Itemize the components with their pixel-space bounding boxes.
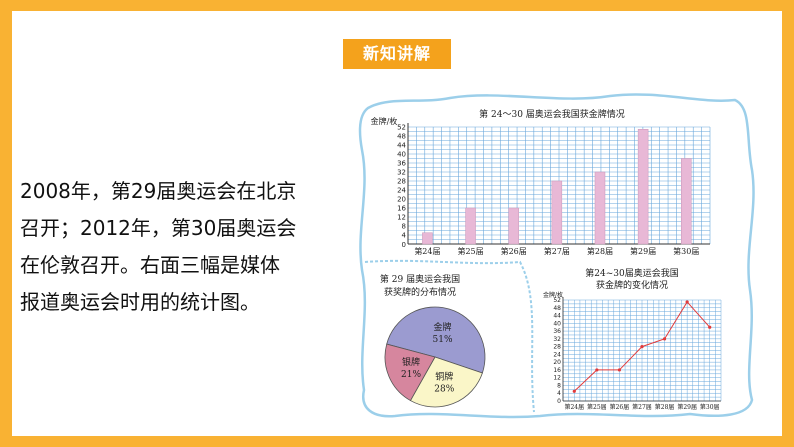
line-point xyxy=(685,300,689,304)
bar-ytick-label: 24 xyxy=(397,187,406,195)
bar-category-label: 第29届 xyxy=(630,246,656,256)
body-line: 在伦敦召开。右面三幅是媒体 xyxy=(20,253,280,277)
body-line: 召开；2012年，第30届奥运会 xyxy=(20,216,297,240)
line-title-line-2: 获金牌的变化情况 xyxy=(596,279,668,291)
line-category-label: 第29届 xyxy=(677,403,697,411)
line-ytick-label: 32 xyxy=(553,336,561,343)
pie-slice-name: 银牌 xyxy=(402,356,420,368)
bar-ytick-label: 40 xyxy=(397,151,406,159)
bar-category-label: 第25届 xyxy=(457,246,483,256)
pie-slice xyxy=(409,356,483,408)
bar xyxy=(422,232,433,245)
pie-slices xyxy=(384,306,486,408)
line-category-label: 第24届 xyxy=(564,403,584,411)
bar-ytick-label: 36 xyxy=(397,160,406,168)
line-ytick-label: 40 xyxy=(553,320,561,327)
line-point xyxy=(640,345,644,349)
line-category-label: 第25届 xyxy=(587,403,607,411)
section-badge: 新知讲解 xyxy=(343,39,451,69)
line-ytick-label: 36 xyxy=(553,328,561,335)
body-text: 2008年，第29届奥运会在北京 召开；2012年，第30届奥运会 在伦敦召开。… xyxy=(20,173,342,321)
bar-ytick-label: 28 xyxy=(397,178,406,186)
pie-slice-name: 铜牌 xyxy=(435,370,453,382)
bar-bars xyxy=(422,129,692,245)
line-ytick-label: 24 xyxy=(553,351,561,358)
line-ytick-label: 44 xyxy=(553,313,561,320)
pie-labels: 金牌 51% 铜牌 28% 银牌 21% xyxy=(401,321,455,394)
pie-title-line-2: 获奖牌的分布情况 xyxy=(384,286,456,298)
line-chart: 第24~30届奥运会我国 获金牌的变化情况 金牌/枚 0481216202428… xyxy=(543,267,722,411)
bar-ytick-label: 48 xyxy=(397,133,406,141)
bar-ytick-label: 32 xyxy=(397,169,406,177)
line-grid xyxy=(562,297,722,402)
bar-ytick-label: 12 xyxy=(397,214,406,222)
line-category-label: 第30届 xyxy=(700,403,720,411)
pie-chart: 第 29 届奥运会我国 获奖牌的分布情况 金牌 51% 铜牌 28% 银牌 21% xyxy=(380,273,486,408)
bar-category-label: 第28届 xyxy=(587,246,613,256)
line-point xyxy=(617,368,622,372)
bar xyxy=(551,180,563,245)
bar-ytick-label: 20 xyxy=(397,196,406,204)
bar-ytick-label: 44 xyxy=(397,142,406,150)
line-ytick-label: 0 xyxy=(557,398,561,405)
bar-categories: 第24届 第25届 第26届 第27届 第28届 第29届 第30届 xyxy=(414,246,699,256)
pie-title-line-1: 第 29 届奥运会我国 xyxy=(380,273,460,285)
pie-slice-percent: 51% xyxy=(433,335,453,345)
line-ytick-label: 52 xyxy=(553,297,561,304)
bar-category-label: 第26届 xyxy=(501,246,527,256)
line-chart-ylabel: 金牌/枚 xyxy=(543,291,563,299)
pie-slice-percent: 21% xyxy=(401,370,421,380)
line-category-label: 第27届 xyxy=(632,403,652,411)
bar xyxy=(465,207,476,245)
body-line: 2008年，第29届奥运会在北京 xyxy=(20,179,297,203)
bar-ytick-label: 4 xyxy=(402,232,407,240)
bar-chart-title: 第 24～30 届奥运会我国获金牌情况 xyxy=(479,108,625,120)
bar-ytick-label: 16 xyxy=(397,205,406,213)
bar-category-label: 第27届 xyxy=(544,246,570,256)
pie-slice xyxy=(384,343,436,402)
body-line: 报道奥运会时用的统计图。 xyxy=(20,290,260,314)
line-ytick-label: 8 xyxy=(557,382,561,389)
cloud-frame xyxy=(358,93,755,419)
divider xyxy=(364,259,535,413)
line-title-line-1: 第24~30届奥运会我国 xyxy=(585,267,678,279)
line-categories: 第24届 第25届 第26届 第27届 第28届 第29届 第30届 xyxy=(564,403,719,411)
pie-slice xyxy=(386,306,486,374)
line-ytick-label: 12 xyxy=(553,375,561,382)
line-ytick-label: 16 xyxy=(553,367,561,374)
bar xyxy=(594,171,606,245)
line-ytick-label: 48 xyxy=(553,305,561,312)
bar-category-label: 第24届 xyxy=(414,246,440,256)
line-category-label: 第28届 xyxy=(655,403,675,411)
bar xyxy=(637,129,649,245)
bar xyxy=(508,207,519,245)
pie-slice-percent: 28% xyxy=(434,384,454,394)
bar xyxy=(681,158,692,245)
line-ytick-label: 20 xyxy=(553,359,561,366)
line-point xyxy=(708,325,712,329)
line-ytick-label: 28 xyxy=(553,344,561,351)
line-series xyxy=(572,300,712,393)
line-point xyxy=(662,337,667,341)
bar-chart: 第 24～30 届奥运会我国获金牌情况 金牌/枚 481216202428323… xyxy=(371,108,711,256)
bar-category-label: 第30届 xyxy=(673,246,699,256)
line-point xyxy=(572,389,576,393)
bar-ytick-label: 8 xyxy=(402,223,406,231)
line-category-label: 第26届 xyxy=(610,403,630,411)
pie-slice-name: 金牌 xyxy=(434,321,452,333)
bar-origin-label: 0 xyxy=(402,241,406,249)
line-ytick-label: 4 xyxy=(557,390,561,397)
bar-chart-ylabel: 金牌/枚 xyxy=(371,116,398,126)
line-point xyxy=(595,368,599,372)
bar-ytick-label: 52 xyxy=(397,124,406,132)
